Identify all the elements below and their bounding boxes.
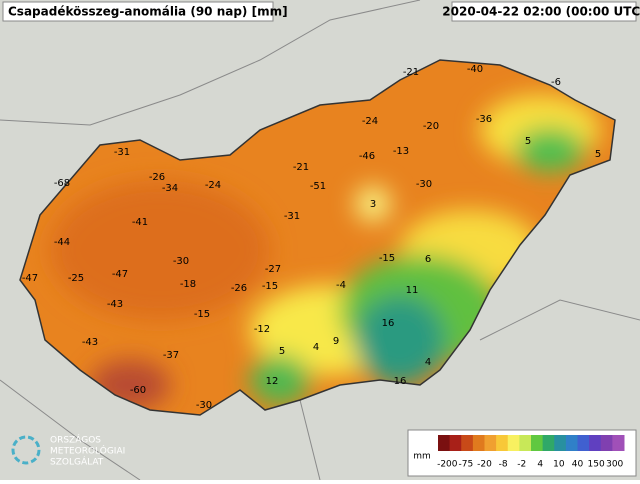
legend-label: 150 — [588, 460, 605, 470]
station-value: 5 — [279, 346, 285, 357]
station-value: -21 — [403, 67, 419, 78]
station-value: 9 — [333, 336, 339, 347]
logo-text: SZOLGÁLAT — [50, 456, 104, 468]
station-value: 16 — [394, 376, 407, 387]
logo: ORSZÁGOS METEOROLÓGIAI SZOLGÁLAT — [11, 434, 125, 468]
legend-swatch — [554, 435, 567, 451]
station-value: -47 — [22, 273, 38, 284]
station-value: -30 — [416, 179, 432, 190]
legend-swatch — [600, 435, 613, 451]
station-value: -20 — [423, 121, 439, 132]
legend-swatch — [507, 435, 520, 451]
legend-swatch — [577, 435, 590, 451]
logo-text: ORSZÁGOS — [50, 434, 101, 446]
station-value: -34 — [162, 183, 178, 194]
station-value: -27 — [265, 264, 281, 275]
station-value: -6 — [551, 77, 561, 88]
station-value: -26 — [231, 283, 247, 294]
legend-label: -2 — [517, 460, 526, 470]
station-value: -24 — [205, 180, 221, 191]
station-value: -15 — [379, 253, 395, 264]
station-value: -44 — [54, 237, 70, 248]
station-value: 12 — [266, 376, 279, 387]
legend-label: -20 — [477, 460, 492, 470]
time-box — [451, 1, 637, 22]
legend-swatch — [565, 435, 578, 451]
station-value: 5 — [595, 149, 601, 160]
legend-swatch — [519, 435, 532, 451]
station-value: -24 — [362, 116, 378, 127]
station-value: -30 — [173, 256, 189, 267]
station-value: 16 — [382, 318, 395, 329]
station-value: 6 — [425, 254, 431, 265]
station-value: -15 — [194, 309, 210, 320]
legend-swatch — [484, 435, 497, 451]
station-value: -43 — [107, 299, 123, 310]
legend-label: -200 — [437, 460, 458, 470]
legend-label: -8 — [499, 460, 508, 470]
station-value: -25 — [68, 273, 84, 284]
timestamp: 2020-04-22 02:00 (00:00 UTC) — [442, 5, 640, 19]
legend-swatch — [438, 435, 451, 451]
station-value: -31 — [284, 211, 300, 222]
station-value: -31 — [114, 147, 130, 158]
legend-label: -75 — [459, 460, 474, 470]
station-value: -15 — [262, 281, 278, 292]
station-value: -12 — [254, 324, 270, 335]
logo-text: METEOROLÓGIAI — [50, 445, 125, 457]
station-value: 3 — [370, 199, 376, 210]
station-value: -4 — [336, 280, 346, 291]
title-box — [2, 1, 274, 22]
station-value: -37 — [163, 350, 179, 361]
station-value: -43 — [82, 337, 98, 348]
station-value: -36 — [476, 114, 492, 125]
station-value: -60 — [130, 385, 146, 396]
station-value: 5 — [525, 136, 531, 147]
station-value: -47 — [112, 269, 128, 280]
title: Csapadékösszeg-anomália (90 nap) [mm] — [8, 5, 288, 19]
legend-swatch — [531, 435, 544, 451]
station-value: -18 — [180, 279, 196, 290]
station-value: -21 — [293, 162, 309, 173]
legend-label: 40 — [572, 460, 584, 470]
legend-swatch — [449, 435, 462, 451]
station-value: 11 — [406, 285, 419, 296]
station-value: -26 — [149, 172, 165, 183]
legend-swatch — [496, 435, 509, 451]
station-value: -40 — [467, 64, 483, 75]
legend-swatch — [461, 435, 474, 451]
station-value: 4 — [313, 342, 319, 353]
legend-label: 4 — [537, 460, 543, 470]
legend-label: 300 — [606, 460, 623, 470]
station-value: 4 — [425, 357, 431, 368]
legend-swatch — [612, 435, 625, 451]
legend: -200 -75 -20 -8 -2 4 10 40 150 300 — [437, 435, 625, 470]
station-value: -41 — [132, 217, 148, 228]
legend-swatch — [472, 435, 485, 451]
legend-swatch — [589, 435, 602, 451]
legend-label: 10 — [553, 460, 565, 470]
legend-swatch — [542, 435, 555, 451]
station-value: -30 — [196, 400, 212, 411]
station-value: -68 — [54, 178, 70, 189]
station-value: -13 — [393, 146, 409, 157]
legend-unit: mm — [413, 452, 431, 462]
station-value: -46 — [359, 151, 375, 162]
station-value: -51 — [310, 181, 326, 192]
